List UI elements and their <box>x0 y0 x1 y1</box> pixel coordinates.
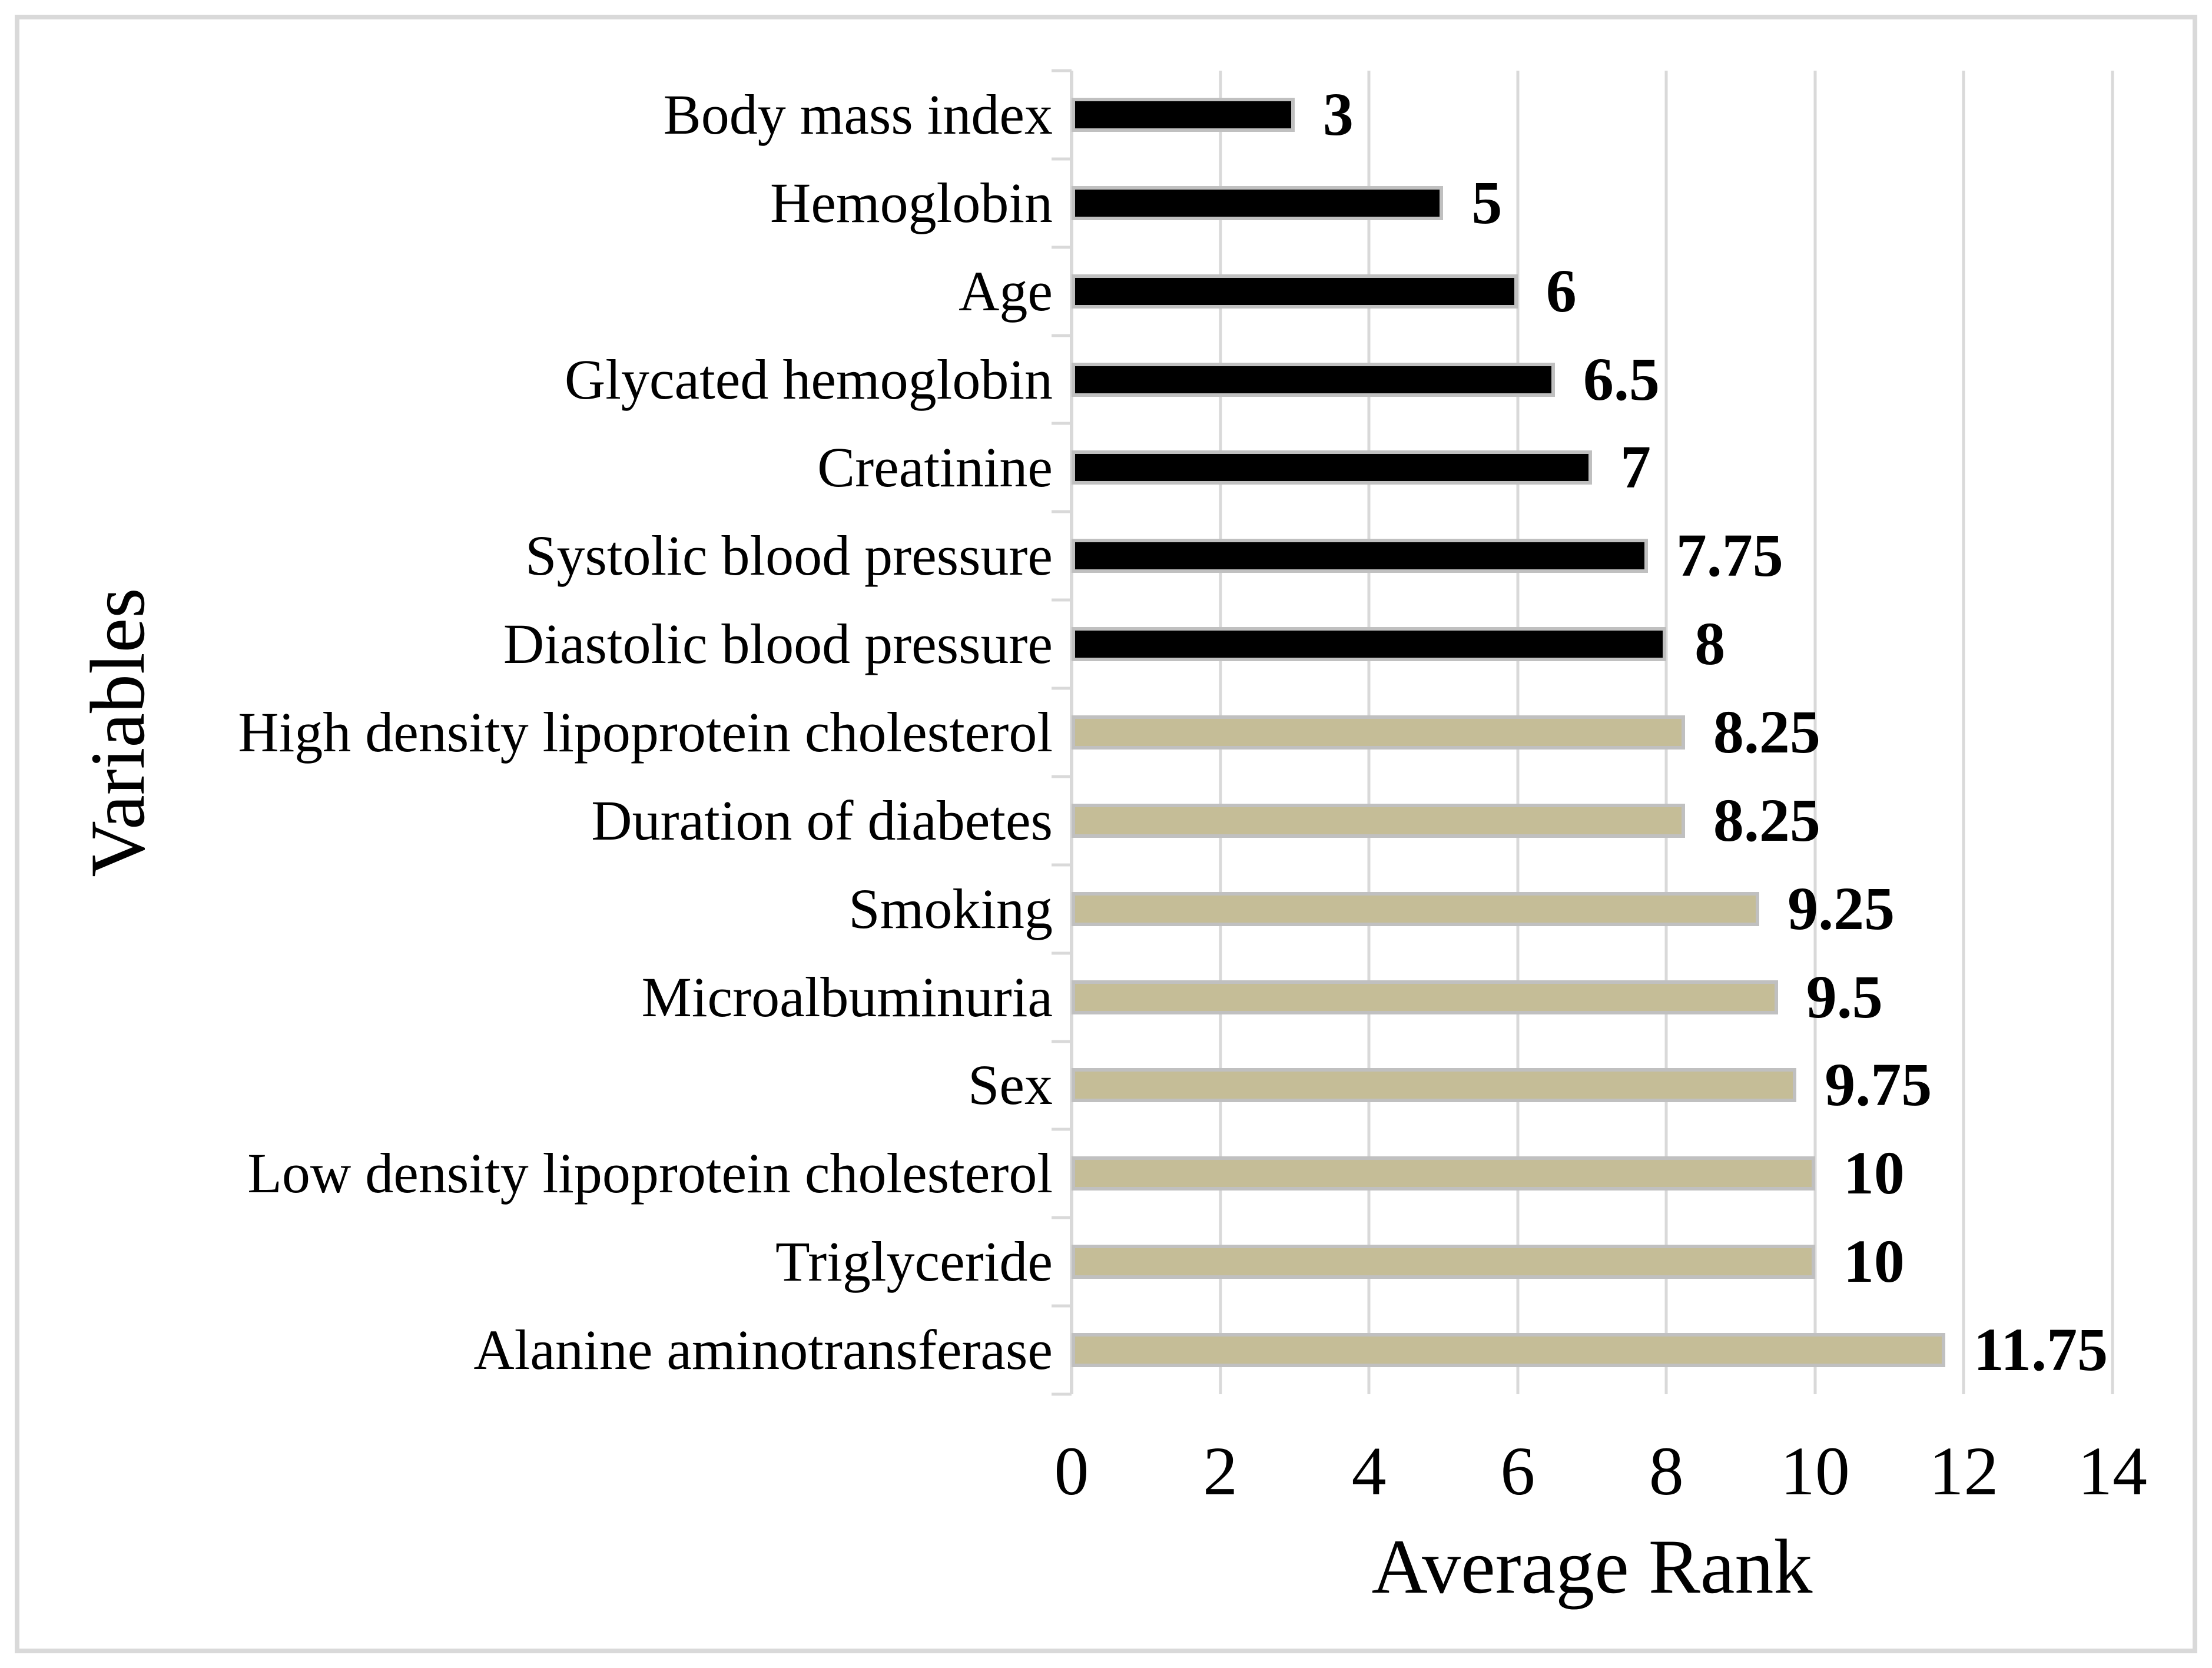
bar <box>1072 1156 1815 1191</box>
bar-row: 7.75 <box>1072 512 2112 600</box>
category-label: Microalbuminuria <box>641 965 1053 1029</box>
bar-value-label: 6 <box>1546 257 1577 325</box>
bar-value-label: 9.75 <box>1825 1051 1932 1119</box>
x-axis-title: Average Rank <box>1371 1523 1813 1610</box>
category-label: Low density lipoprotein cholesterol <box>247 1142 1053 1205</box>
y-axis-tick <box>1052 775 1072 778</box>
category-label: Diastolic blood pressure <box>503 612 1053 676</box>
category-label: Alanine aminotransferase <box>473 1318 1053 1381</box>
x-tick-label: 10 <box>1780 1432 1850 1510</box>
x-tick-label: 4 <box>1351 1432 1387 1510</box>
bar-value-label: 5 <box>1471 168 1503 237</box>
category-axis-labels: Body mass index Hemoglobin Age Glycated hem… <box>24 71 1053 1394</box>
bar-value-label: 11.75 <box>1973 1315 2108 1384</box>
bar <box>1072 362 1555 397</box>
bar-value-label: 8.25 <box>1713 698 1820 766</box>
bar <box>1072 980 1778 1014</box>
x-tick-label: 14 <box>2078 1432 2147 1510</box>
bar <box>1072 274 1518 309</box>
category-label: High density lipoprotein cholesterol <box>238 700 1053 764</box>
bar-row: 10 <box>1072 1218 2112 1306</box>
bar <box>1072 185 1444 220</box>
bar-row: 8.25 <box>1072 777 2112 865</box>
x-tick-label: 0 <box>1054 1432 1089 1510</box>
bar-row: 5 <box>1072 159 2112 247</box>
y-axis-tick <box>1052 422 1072 425</box>
bar-row: 8 <box>1072 600 2112 688</box>
bar <box>1072 803 1685 838</box>
bar <box>1072 627 1667 662</box>
category-label: Hemoglobin <box>770 171 1053 234</box>
bar <box>1072 891 1760 926</box>
y-axis-tick <box>1052 334 1072 337</box>
category-label: Age <box>959 259 1053 323</box>
y-axis-tick <box>1052 1040 1072 1043</box>
bar-row: 11.75 <box>1072 1306 2112 1394</box>
gridline <box>1962 71 1965 1394</box>
bar-value-label: 8 <box>1694 610 1726 678</box>
bar-value-label: 7 <box>1620 433 1651 502</box>
y-axis-tick <box>1052 1304 1072 1308</box>
x-tick-label: 2 <box>1203 1432 1238 1510</box>
bar-row: 9.75 <box>1072 1041 2112 1129</box>
bar <box>1072 1245 1815 1279</box>
bar-row: 10 <box>1072 1129 2112 1218</box>
bar-value-label: 10 <box>1843 1228 1905 1296</box>
bar-row: 6.5 <box>1072 336 2112 424</box>
y-axis-tick <box>1052 598 1072 602</box>
bar <box>1072 1068 1797 1103</box>
y-axis-tick <box>1052 510 1072 513</box>
bar-value-label: 10 <box>1843 1139 1905 1208</box>
bar-value-label: 6.5 <box>1583 345 1660 413</box>
category-label: Sex <box>968 1053 1053 1117</box>
bar-value-label: 3 <box>1322 80 1354 148</box>
bar-value-label: 9.5 <box>1806 963 1883 1031</box>
x-tick-label: 6 <box>1500 1432 1536 1510</box>
x-tick-label: 12 <box>1929 1432 1999 1510</box>
y-axis-tick <box>1052 246 1072 249</box>
y-axis-tick <box>1052 951 1072 955</box>
plot-area: 3 5 6 6.5 7 7.75 8 8.25 8.25 9.25 9.5 9.75 10 10 11.75 <box>1052 69 2114 1396</box>
y-axis-tick <box>1052 69 1072 72</box>
y-axis-tick <box>1052 687 1072 690</box>
bar <box>1072 715 1685 750</box>
gridline <box>1813 71 1817 1394</box>
category-label: Duration of diabetes <box>591 788 1053 852</box>
bar <box>1072 1332 1945 1367</box>
category-label: Triglyceride <box>775 1230 1053 1294</box>
y-axis-tick <box>1052 1392 1072 1396</box>
bar-row: 3 <box>1072 71 2112 159</box>
bar-row: 9.25 <box>1072 865 2112 953</box>
y-axis-tick <box>1052 1128 1072 1131</box>
bars: 3 5 6 6.5 7 7.75 8 8.25 8.25 9.25 9.5 9.75 10 10 11.75 <box>1072 71 2112 1394</box>
category-label: Body mass index <box>663 82 1053 146</box>
bar-row: 8.25 <box>1072 688 2112 777</box>
y-axis-tick <box>1052 863 1072 867</box>
bar-value-label: 8.25 <box>1713 786 1820 854</box>
category-label: Glycated hemoglobin <box>564 347 1053 411</box>
bar-row: 9.5 <box>1072 953 2112 1042</box>
bar <box>1072 539 1648 573</box>
gridline <box>2111 71 2114 1394</box>
chart-outer-border <box>15 15 2197 1653</box>
bar-row: 7 <box>1072 423 2112 512</box>
bar <box>1072 97 1295 132</box>
bar-value-label: 9.25 <box>1787 874 1895 943</box>
x-tick-label: 8 <box>1649 1432 1684 1510</box>
x-axis-tick-labels: 0 2 4 6 8 10 12 14 <box>1054 1432 2148 1513</box>
bar <box>1072 450 1592 485</box>
category-label: Systolic blood pressure <box>525 524 1053 588</box>
category-label: Creatinine <box>817 436 1053 499</box>
bar-value-label: 7.75 <box>1676 522 1783 590</box>
y-axis-tick <box>1052 157 1072 161</box>
y-axis-ticks <box>1052 69 2112 1396</box>
y-axis-tick <box>1052 1216 1072 1219</box>
category-label: Smoking <box>848 877 1053 940</box>
bar-row: 6 <box>1072 247 2112 336</box>
